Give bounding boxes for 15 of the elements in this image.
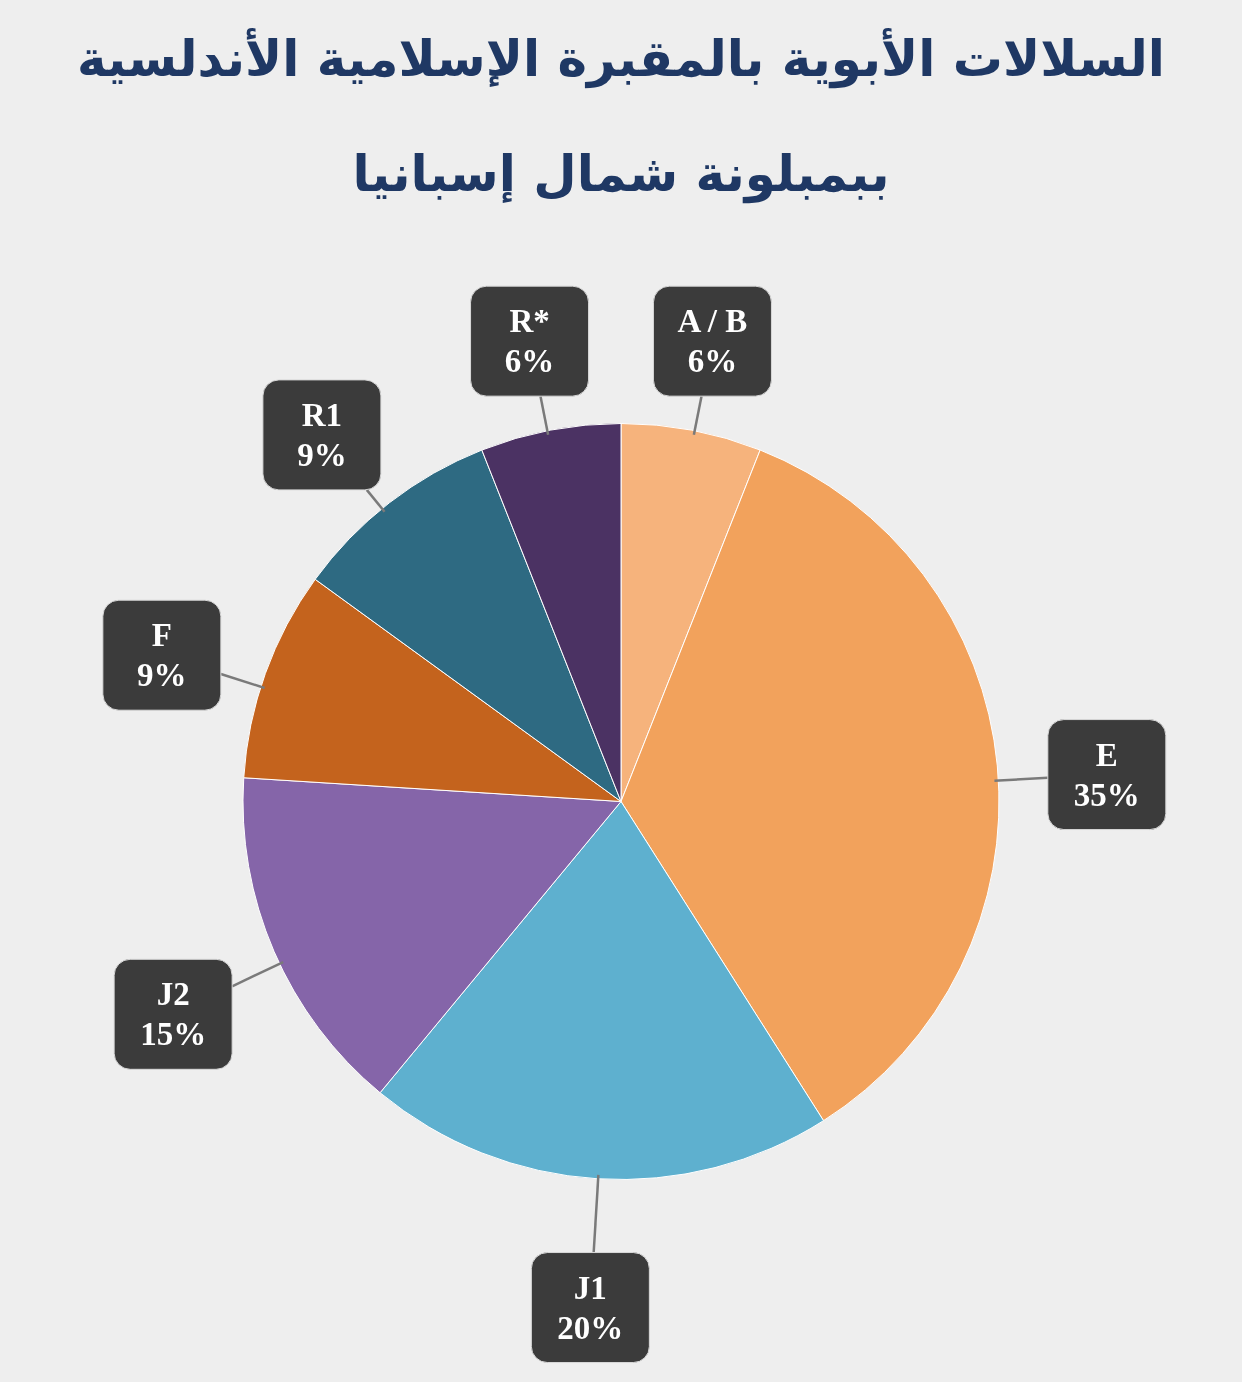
slice-label: R* [509,303,550,340]
slice-label: A / B [677,303,748,340]
data-label: 35% [1073,776,1140,813]
slice-label: F [151,617,172,654]
data-label: 9% [297,436,347,473]
slice-label: J2 [156,976,190,1013]
slice-label: E [1095,736,1118,773]
data-label: 9% [137,657,187,694]
data-label: 6% [504,343,555,380]
data-label: 20% [557,1309,624,1346]
slice-label: J1 [573,1269,607,1306]
chart-title: السلالات الأبوية بالمقبرة الإسلامية الأندلسية ببمبلونة شمال إسبانيا [77,28,1165,204]
data-label: 6% [687,343,738,380]
data-label: 15% [140,1016,207,1053]
slice-label: R1 [301,396,343,433]
